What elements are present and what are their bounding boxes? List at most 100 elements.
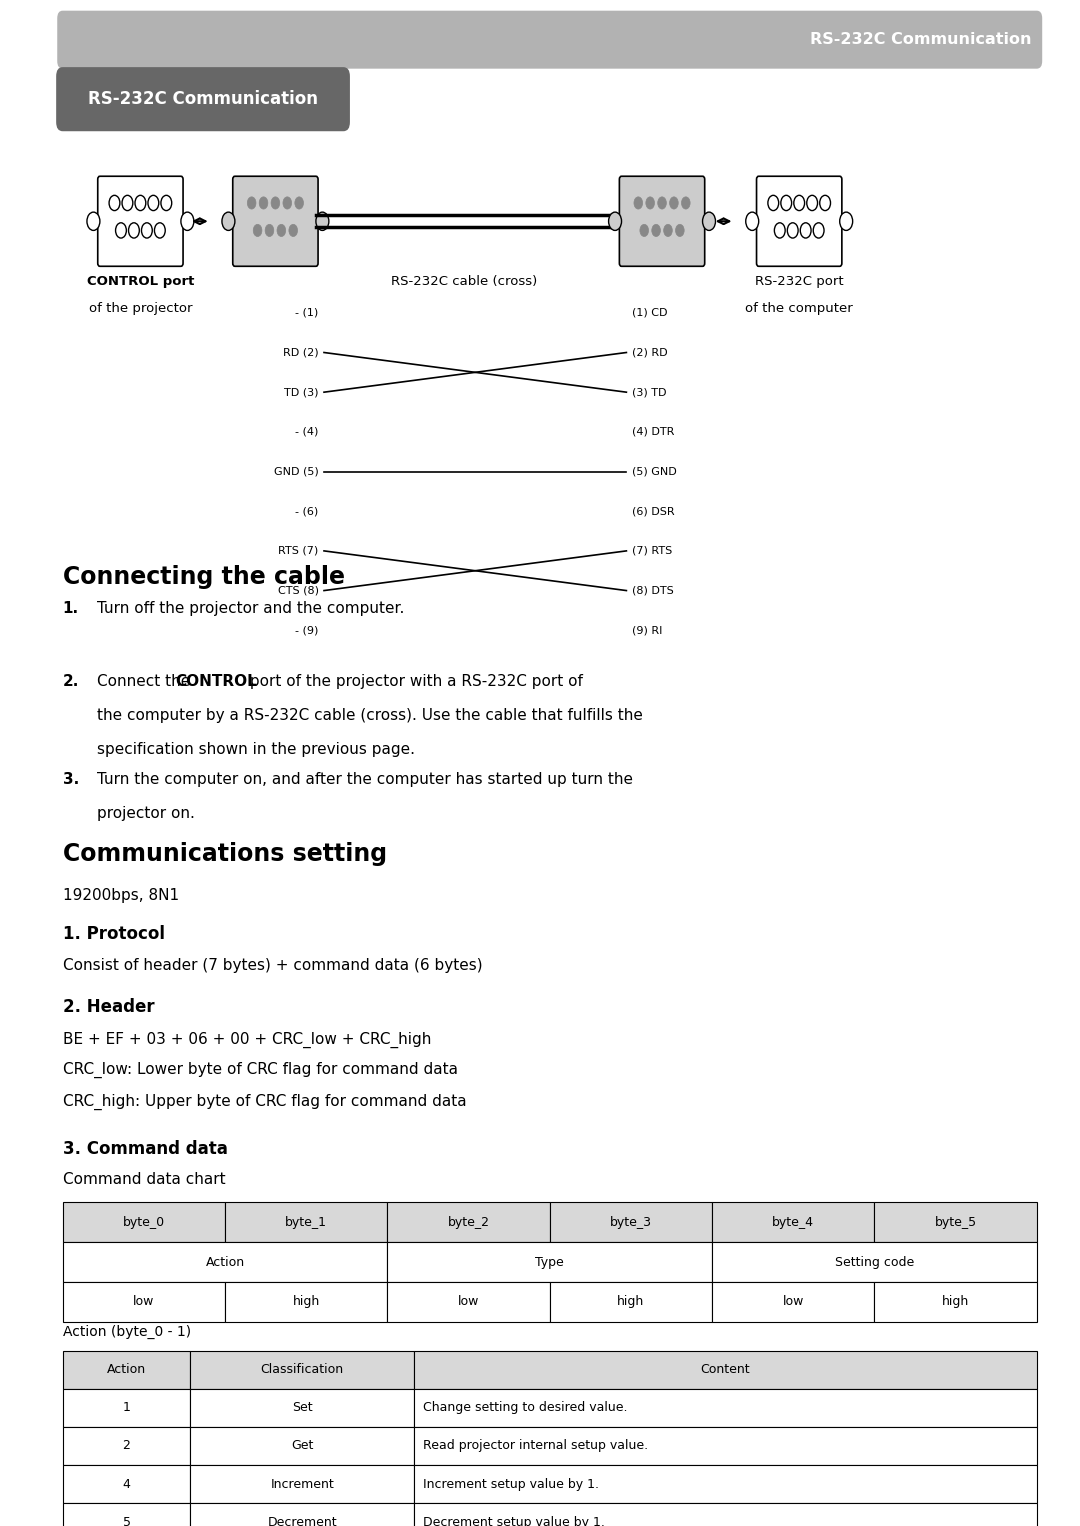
- Text: Classification: Classification: [260, 1363, 343, 1376]
- Text: high: high: [293, 1296, 320, 1308]
- Circle shape: [122, 195, 133, 211]
- Circle shape: [181, 212, 194, 230]
- FancyBboxPatch shape: [56, 67, 350, 131]
- Text: - (9): - (9): [295, 626, 319, 635]
- Text: byte_2: byte_2: [447, 1216, 489, 1228]
- Text: port of the projector with a RS-232C port of: port of the projector with a RS-232C por…: [245, 674, 583, 690]
- Text: high: high: [618, 1296, 645, 1308]
- Circle shape: [794, 195, 805, 211]
- Bar: [414, 1465, 1037, 1503]
- Text: Communications setting: Communications setting: [63, 842, 387, 867]
- Text: RS-232C Communication: RS-232C Communication: [89, 90, 318, 108]
- Text: projector on.: projector on.: [97, 806, 195, 821]
- Text: Action: Action: [107, 1363, 146, 1376]
- Text: 1: 1: [123, 1401, 131, 1415]
- Circle shape: [116, 223, 126, 238]
- Text: - (4): - (4): [295, 427, 319, 436]
- Circle shape: [271, 197, 280, 209]
- Text: 2. Header: 2. Header: [63, 998, 154, 1016]
- Circle shape: [278, 224, 286, 237]
- Bar: [63, 1427, 190, 1465]
- Circle shape: [135, 195, 146, 211]
- Circle shape: [676, 224, 685, 237]
- Bar: [388, 1282, 550, 1322]
- Text: TD (3): TD (3): [284, 388, 319, 397]
- Bar: [63, 1282, 225, 1322]
- Bar: [414, 1389, 1037, 1427]
- Text: byte_0: byte_0: [123, 1216, 165, 1228]
- Circle shape: [702, 212, 715, 230]
- Text: specification shown in the previous page.: specification shown in the previous page…: [97, 742, 415, 757]
- Bar: [875, 1282, 1037, 1322]
- Text: byte_4: byte_4: [772, 1216, 814, 1228]
- Text: Decrement setup value by 1.: Decrement setup value by 1.: [422, 1515, 605, 1526]
- Circle shape: [283, 197, 292, 209]
- Bar: [63, 1465, 190, 1503]
- Circle shape: [663, 224, 672, 237]
- Text: BE + EF + 03 + 06 + 00 + CRC_low + CRC_high: BE + EF + 03 + 06 + 00 + CRC_low + CRC_h…: [63, 1032, 431, 1048]
- Text: GND (5): GND (5): [274, 467, 319, 476]
- Circle shape: [161, 195, 172, 211]
- Text: (7) RTS: (7) RTS: [632, 546, 672, 555]
- Text: RS-232C cable (cross): RS-232C cable (cross): [391, 275, 538, 288]
- FancyBboxPatch shape: [620, 175, 704, 266]
- Bar: [414, 1351, 1037, 1389]
- Text: Read projector internal setup value.: Read projector internal setup value.: [422, 1439, 648, 1453]
- Circle shape: [840, 212, 853, 230]
- Circle shape: [247, 197, 256, 209]
- Circle shape: [141, 223, 152, 238]
- Text: low: low: [783, 1296, 804, 1308]
- Text: (8) DTS: (8) DTS: [632, 586, 674, 595]
- Bar: [712, 1242, 1037, 1282]
- Text: 3. Command data: 3. Command data: [63, 1140, 228, 1158]
- Text: 1. Protocol: 1. Protocol: [63, 925, 164, 943]
- Bar: [225, 1282, 388, 1322]
- Text: CRC_high: Upper byte of CRC flag for command data: CRC_high: Upper byte of CRC flag for com…: [63, 1094, 467, 1111]
- Text: Consist of header (7 bytes) + command data (6 bytes): Consist of header (7 bytes) + command da…: [63, 958, 483, 974]
- Text: of the computer: of the computer: [745, 302, 853, 316]
- Text: RS-232C port: RS-232C port: [755, 275, 843, 288]
- Circle shape: [820, 195, 831, 211]
- Text: CRC_low: Lower byte of CRC flag for command data: CRC_low: Lower byte of CRC flag for comm…: [63, 1062, 458, 1079]
- Circle shape: [295, 197, 303, 209]
- Circle shape: [787, 223, 798, 238]
- Text: (4) DTR: (4) DTR: [632, 427, 674, 436]
- Circle shape: [222, 212, 235, 230]
- Text: byte_3: byte_3: [610, 1216, 652, 1228]
- Circle shape: [658, 197, 666, 209]
- Text: Turn off the projector and the computer.: Turn off the projector and the computer.: [97, 601, 405, 617]
- Text: 7: 7: [1025, 1489, 1037, 1508]
- FancyBboxPatch shape: [97, 175, 183, 266]
- Bar: [414, 1503, 1037, 1526]
- Bar: [388, 1242, 712, 1282]
- Bar: [550, 1202, 712, 1242]
- Text: (2) RD: (2) RD: [632, 348, 667, 357]
- Bar: [712, 1282, 875, 1322]
- Text: Command data chart: Command data chart: [63, 1172, 226, 1187]
- Text: - (6): - (6): [295, 507, 319, 516]
- Text: 19200bps, 8N1: 19200bps, 8N1: [63, 888, 179, 903]
- Text: (5) GND: (5) GND: [632, 467, 676, 476]
- Text: low: low: [133, 1296, 154, 1308]
- Text: - (1): - (1): [295, 308, 319, 317]
- Text: low: low: [458, 1296, 480, 1308]
- Circle shape: [266, 224, 274, 237]
- Bar: [63, 1202, 225, 1242]
- Text: Setting code: Setting code: [835, 1256, 914, 1268]
- Circle shape: [609, 212, 622, 230]
- Text: CTS (8): CTS (8): [278, 586, 319, 595]
- Circle shape: [768, 195, 779, 211]
- Bar: [225, 1202, 388, 1242]
- Text: Increment setup value by 1.: Increment setup value by 1.: [422, 1477, 598, 1491]
- Bar: [190, 1389, 414, 1427]
- Circle shape: [148, 195, 159, 211]
- Text: of the projector: of the projector: [89, 302, 192, 316]
- Text: 3.: 3.: [63, 772, 79, 787]
- Text: (3) TD: (3) TD: [632, 388, 666, 397]
- Circle shape: [745, 212, 759, 230]
- Bar: [63, 1351, 190, 1389]
- Circle shape: [289, 224, 297, 237]
- Bar: [190, 1427, 414, 1465]
- Text: Action (byte_0 - 1): Action (byte_0 - 1): [63, 1325, 191, 1338]
- Text: high: high: [942, 1296, 969, 1308]
